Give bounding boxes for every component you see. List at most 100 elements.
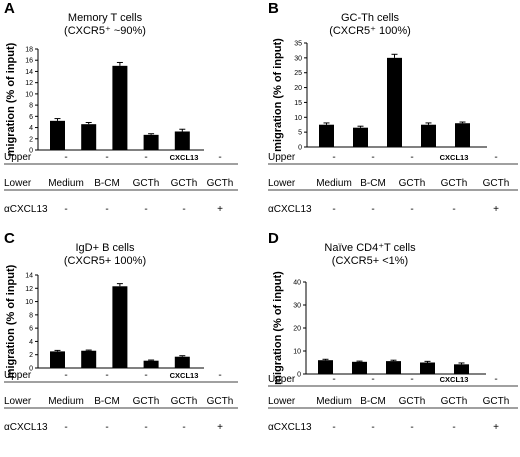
cell-antibody: - — [371, 204, 374, 215]
row-label-upper: Upper — [4, 370, 32, 381]
bar — [387, 57, 402, 147]
cell-antibody: - — [182, 204, 185, 215]
cell-antibody: - — [144, 204, 147, 215]
cell-upper: - — [64, 370, 67, 381]
y-tick-label: 14 — [25, 273, 33, 280]
row-label-antibody: αCXCL13 — [4, 204, 48, 215]
cell-lower: GCTh — [441, 178, 468, 189]
cell-lower: B-CM — [360, 178, 386, 189]
row-label-antibody: αCXCL13 — [4, 422, 48, 433]
y-tick-label: 20 — [293, 326, 301, 333]
row-label-lower: Lower — [4, 178, 32, 189]
y-tick-label: 12 — [25, 80, 33, 87]
cell-upper: - — [494, 152, 497, 163]
y-tick-label: 8 — [29, 103, 33, 110]
y-tick-label: 30 — [293, 303, 301, 310]
y-tick-label: 25 — [294, 70, 302, 77]
cell-upper: - — [218, 152, 221, 163]
cell-upper: - — [410, 374, 413, 385]
cell-antibody: + — [493, 422, 499, 433]
y-tick-label: 14 — [25, 69, 33, 76]
bar — [112, 65, 128, 150]
y-tick-label: 6 — [29, 114, 33, 121]
cell-antibody: - — [332, 422, 335, 433]
y-tick-label: 10 — [294, 115, 302, 122]
cell-antibody: - — [452, 422, 455, 433]
cell-antibody: + — [493, 204, 499, 215]
cell-antibody: - — [410, 204, 413, 215]
bar — [386, 361, 401, 374]
y-tick-label: 2 — [29, 352, 33, 359]
bar — [143, 134, 159, 150]
cell-upper: - — [371, 374, 374, 385]
cell-lower: GCTh — [399, 178, 426, 189]
y-tick-label: 35 — [294, 41, 302, 48]
y-tick-label: 10 — [293, 349, 301, 356]
cell-antibody: + — [217, 204, 223, 215]
row-label-lower: Lower — [4, 396, 32, 407]
bar — [318, 360, 333, 374]
cell-antibody: - — [332, 204, 335, 215]
y-tick-label: 0 — [297, 372, 301, 379]
y-tick-label: 10 — [25, 91, 33, 98]
panel-c: C IgD+ B cells(CXCR5+ 100%) migration (% o… — [4, 230, 238, 433]
y-tick-label: 0 — [298, 145, 302, 152]
panel-letter: A — [4, 0, 15, 17]
y-tick-label: 2 — [29, 136, 33, 143]
cell-antibody: + — [217, 422, 223, 433]
cell-antibody: - — [410, 422, 413, 433]
cell-lower: Medium — [48, 178, 84, 189]
panel-a: A Memory T cells(CXCR5⁺ ~90%) migration (%… — [4, 0, 238, 215]
cell-lower: GCTh — [133, 178, 160, 189]
row-label-lower: Lower — [268, 396, 296, 407]
cell-lower: B-CM — [360, 396, 386, 407]
bar — [143, 360, 159, 368]
y-tick-label: 0 — [29, 148, 33, 155]
y-tick-label: 4 — [29, 125, 33, 132]
cell-lower: GCTh — [207, 178, 234, 189]
cell-lower: B-CM — [94, 178, 120, 189]
y-tick-label: 10 — [25, 299, 33, 306]
cell-upper: - — [494, 374, 497, 385]
y-tick-label: 18 — [25, 47, 33, 54]
bar — [352, 361, 367, 374]
cell-upper: CXCL13 — [170, 153, 199, 162]
y-axis-label: migration (% of input) — [272, 38, 284, 152]
cell-lower: Medium — [316, 178, 352, 189]
y-tick-label: 4 — [29, 339, 33, 346]
cell-upper: - — [64, 152, 67, 163]
y-tick-label: 6 — [29, 326, 33, 333]
panel-title: Naïve CD4⁺T cells — [324, 242, 416, 254]
cell-lower: Medium — [316, 396, 352, 407]
bar — [174, 131, 190, 150]
panel-subtitle: (CXCR5⁺ ~90%) — [64, 25, 146, 37]
bar — [112, 286, 128, 368]
cell-antibody: - — [105, 422, 108, 433]
cell-upper: - — [144, 370, 147, 381]
cell-upper: - — [105, 370, 108, 381]
panel-title: GC-Th cells — [341, 12, 400, 24]
cell-lower: GCTh — [483, 396, 510, 407]
cell-antibody: - — [105, 204, 108, 215]
bar — [50, 351, 65, 368]
bar — [174, 356, 190, 368]
cell-lower: B-CM — [94, 396, 120, 407]
panel-letter: D — [268, 230, 279, 247]
panel-b: B GC-Th cells(CXCR5⁺ 100%) migration (% of… — [268, 0, 518, 215]
bar — [454, 364, 469, 374]
cell-upper: CXCL13 — [440, 153, 469, 162]
panel-subtitle: (CXCR5⁺ 100%) — [329, 25, 411, 37]
y-tick-label: 12 — [25, 286, 33, 293]
cell-antibody: - — [64, 422, 67, 433]
panel-letter: B — [268, 0, 279, 17]
row-label-antibody: αCXCL13 — [268, 204, 312, 215]
cell-lower: GCTh — [133, 396, 160, 407]
cell-upper: CXCL13 — [440, 375, 469, 384]
y-tick-label: 15 — [294, 100, 302, 107]
y-tick-label: 8 — [29, 312, 33, 319]
bar — [421, 124, 436, 147]
panel-subtitle: (CXCR5+ 100%) — [64, 255, 146, 267]
cell-antibody: - — [144, 422, 147, 433]
bar — [81, 124, 97, 150]
